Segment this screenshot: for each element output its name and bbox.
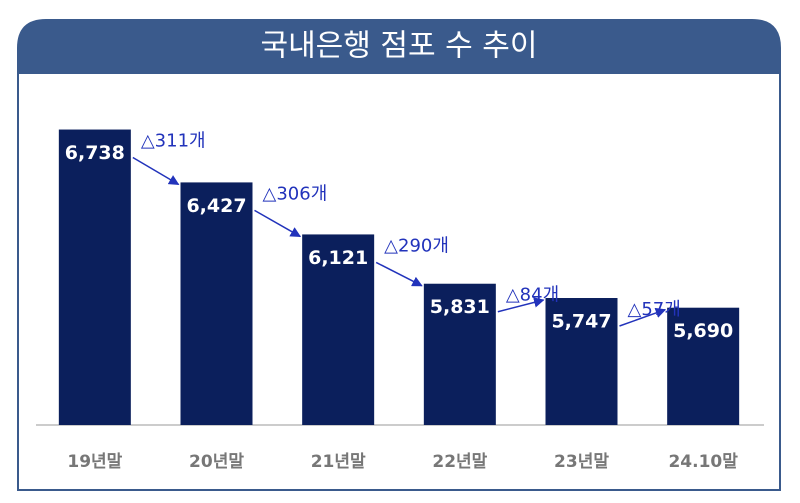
bar <box>667 307 740 425</box>
arrow <box>254 209 302 238</box>
bar <box>545 298 618 425</box>
bar <box>58 129 131 426</box>
x-tick-label: 20년말 <box>189 451 244 472</box>
arrow <box>619 307 667 327</box>
x-tick-label: 24.10말 <box>668 451 738 472</box>
value-label: 5,747 <box>551 311 611 333</box>
value-label: 6,121 <box>308 247 368 269</box>
bar <box>302 234 375 425</box>
annotation: △306개 <box>263 183 328 204</box>
x-tick-label: 21년말 <box>311 451 366 472</box>
chart-title: 국내은행 점포 수 추이 <box>260 29 537 64</box>
x-tick-label: 23년말 <box>554 451 609 472</box>
value-label: 5,831 <box>430 296 490 318</box>
value-label: 6,427 <box>186 195 246 217</box>
x-tick-label: 22년말 <box>432 451 487 472</box>
bar <box>180 182 253 425</box>
annotation: △311개 <box>141 131 206 152</box>
arrow <box>497 297 545 313</box>
arrow <box>375 261 423 287</box>
arrow <box>132 156 180 186</box>
bar <box>423 283 496 425</box>
annotation: △290개 <box>384 235 449 256</box>
annotation: △84개 <box>506 285 559 306</box>
value-label: 5,690 <box>673 320 733 342</box>
annotation: △57개 <box>628 299 681 320</box>
value-label: 6,738 <box>65 142 125 164</box>
title-banner <box>18 20 780 74</box>
x-tick-label: 19년말 <box>67 451 122 472</box>
